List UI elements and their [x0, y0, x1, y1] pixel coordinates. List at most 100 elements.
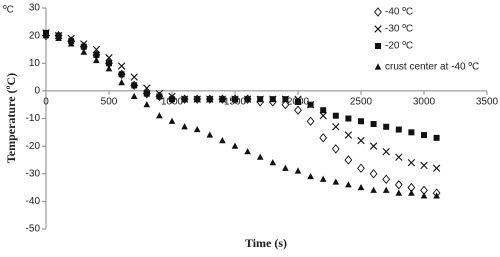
- point: [256, 153, 264, 160]
- x-tick-label: 3000: [413, 97, 436, 108]
- point: [358, 118, 364, 125]
- legend-label: -40 ºC: [385, 7, 413, 18]
- point: [169, 96, 175, 103]
- point: [319, 112, 327, 120]
- point: [244, 96, 251, 103]
- point: [156, 112, 163, 119]
- point: [80, 43, 87, 50]
- point: [395, 189, 403, 196]
- point: [394, 180, 403, 190]
- y-tick-label: 0: [34, 86, 40, 97]
- point: [344, 131, 353, 139]
- y-tick-label: -30: [26, 168, 41, 179]
- legend-marker: [375, 43, 381, 49]
- legend-marker: [374, 25, 382, 33]
- point: [269, 159, 277, 166]
- point: [219, 137, 226, 144]
- point: [395, 126, 402, 133]
- point: [105, 54, 113, 62]
- point: [130, 92, 138, 99]
- point: [269, 96, 276, 103]
- point: [42, 32, 50, 39]
- point: [118, 71, 125, 78]
- point: [306, 116, 315, 126]
- point: [433, 192, 440, 199]
- point: [357, 183, 365, 191]
- point: [93, 51, 100, 58]
- point: [143, 84, 151, 92]
- point: [319, 175, 327, 182]
- point: [331, 144, 340, 154]
- x-axis-label: Time (s): [245, 236, 287, 250]
- point: [382, 174, 391, 184]
- x-tick-label: 500: [101, 97, 118, 108]
- legend-label: crust center at -40 ºC: [385, 62, 479, 73]
- point: [345, 115, 352, 122]
- legend-marker: [374, 63, 382, 70]
- point: [383, 123, 390, 130]
- point: [168, 117, 176, 124]
- point: [295, 98, 301, 105]
- point: [408, 189, 415, 196]
- point: [117, 62, 126, 70]
- point: [219, 96, 226, 103]
- point: [357, 136, 365, 145]
- point: [307, 172, 314, 180]
- point: [421, 132, 427, 139]
- point: [232, 96, 238, 103]
- point: [369, 142, 378, 150]
- legend-label: -20 ºC: [385, 41, 413, 52]
- point: [320, 107, 327, 114]
- y-tick-label: -20: [26, 141, 41, 152]
- point: [294, 167, 302, 174]
- point: [55, 34, 62, 41]
- point: [433, 134, 440, 141]
- point: [105, 65, 113, 72]
- y-tick-label: 20: [29, 30, 41, 41]
- y-tick-label: -50: [26, 224, 41, 235]
- y-tick-label: -10: [26, 113, 41, 124]
- point: [357, 163, 365, 173]
- point: [420, 161, 428, 170]
- point: [93, 56, 100, 64]
- point: [332, 112, 339, 119]
- point: [344, 155, 353, 165]
- point: [408, 129, 415, 136]
- legend-label: -30 ºC: [385, 24, 413, 35]
- point: [395, 153, 403, 161]
- point: [156, 93, 163, 100]
- point: [118, 78, 125, 86]
- point: [282, 96, 289, 103]
- point: [131, 82, 138, 89]
- x-tick-label: 0: [43, 97, 49, 108]
- point: [206, 96, 213, 103]
- point: [231, 142, 239, 149]
- point: [307, 101, 314, 108]
- y-tick-label: -40: [26, 196, 41, 207]
- point: [420, 192, 428, 199]
- point: [382, 147, 390, 156]
- point: [181, 123, 188, 130]
- point: [67, 40, 75, 47]
- point: [332, 123, 340, 131]
- point: [257, 96, 264, 103]
- point: [206, 131, 214, 138]
- point: [130, 73, 138, 81]
- point: [244, 148, 251, 155]
- point: [432, 164, 441, 172]
- point: [281, 99, 290, 110]
- y-tick-label: 30: [29, 3, 41, 14]
- point: [369, 169, 378, 179]
- point: [382, 186, 390, 193]
- y-axis-label: Temperature (ºC): [4, 73, 18, 163]
- legend-marker: [374, 7, 382, 17]
- point: [143, 90, 150, 97]
- point: [294, 105, 302, 115]
- point: [370, 186, 377, 193]
- unit-label: ºC: [3, 5, 14, 16]
- point: [370, 121, 377, 128]
- point: [80, 48, 88, 55]
- x-tick-label: 3500: [476, 97, 499, 108]
- point: [194, 96, 201, 103]
- point: [143, 101, 151, 108]
